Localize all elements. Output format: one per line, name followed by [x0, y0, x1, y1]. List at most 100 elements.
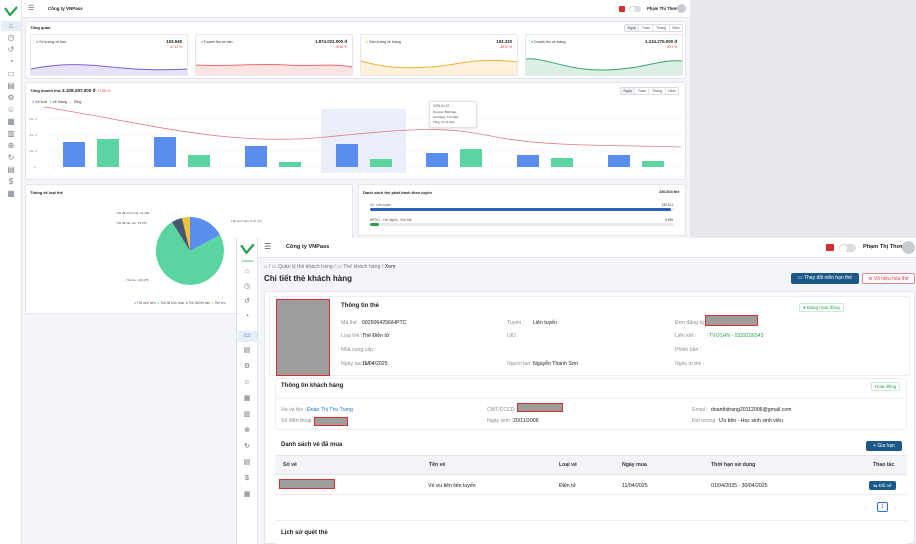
sidebar-active-item[interactable] [1, 21, 21, 31]
home-icon[interactable]: ⌂ [264, 264, 268, 270]
kpi-value: 153.945 [166, 39, 182, 44]
settings-icon[interactable]: ⚙ [243, 363, 251, 370]
kpi-label: ● Số lượng vé bán [36, 40, 66, 44]
page-number[interactable]: 1 [877, 502, 888, 512]
range-week[interactable]: Tuần [638, 25, 653, 31]
range-month[interactable]: Tháng [652, 25, 669, 31]
dashboard-sidebar: VNPASS ⌂ ◷ ↺ ◔ ▭ ▤ ⚙ ☺ ▦ ▥ ⊕ ↻ ▤ $ ▦ [0, 0, 22, 544]
range-month[interactable]: Tháng [648, 88, 665, 94]
next-page-icon[interactable]: › [894, 505, 896, 511]
history-icon[interactable]: ↺ [244, 298, 250, 305]
users-icon[interactable]: ☺ [6, 105, 16, 114]
prev-page-icon[interactable]: ‹ [865, 505, 867, 511]
history-icon[interactable]: ↺ [7, 45, 15, 54]
card-status-badge: ● Đang hoạt động [799, 303, 844, 312]
revenue-delta: -77.08 % [96, 88, 111, 93]
change-validity-button[interactable]: ▭ Thay đổi niên hạn thẻ [791, 273, 859, 284]
grid-icon[interactable]: ▦ [7, 189, 15, 198]
breadcrumb-item[interactable]: Thẻ khách hàng [343, 264, 381, 270]
kpi-label-text: Sản lượng vé tháng [369, 40, 401, 44]
range-week[interactable]: Tuần [634, 88, 649, 94]
overview-card: Tổng quan Ngày Tuần Tháng Năm ● Số lượng… [25, 21, 686, 79]
legend-item: Tổng [73, 100, 82, 104]
wallet-icon[interactable]: ▤ [243, 347, 251, 354]
field-label: Người tạo : [507, 361, 534, 367]
pie-slice [182, 217, 190, 251]
field-value: 11/04/2025 [362, 361, 388, 367]
ticket-icon[interactable]: ▦ [243, 395, 251, 402]
overview-range-tabs: Ngày Tuần Tháng Năm [624, 24, 684, 32]
menu-icon[interactable]: ☰ [264, 242, 272, 251]
report-icon[interactable]: ▤ [7, 165, 15, 174]
ticket-name: Vé ưu tiên liên tuyến [428, 483, 476, 489]
language-flag-icon[interactable] [619, 6, 625, 12]
range-year[interactable]: Năm [668, 25, 683, 31]
clock-icon[interactable]: ◷ [243, 283, 251, 290]
field-label: Nhà cung cấp : [341, 347, 376, 353]
user-name: Phạm Thị Thơm [863, 244, 906, 250]
scan-history-section [275, 520, 907, 544]
home-icon[interactable]: ⌂ [244, 268, 250, 275]
route-icon[interactable]: ⊕ [7, 141, 15, 150]
legend-item: Thẻ sinh viên [136, 301, 156, 305]
extend-button[interactable]: + Gia hạn [866, 441, 902, 451]
kpi-sparkline [361, 59, 517, 75]
revenue-range-tabs: Ngày Tuần Tháng Năm [620, 87, 680, 95]
refresh-icon[interactable]: ↻ [244, 443, 250, 450]
range-year[interactable]: Năm [664, 88, 679, 94]
store-icon[interactable]: ▥ [243, 411, 251, 418]
settings-icon[interactable]: ⚙ [7, 93, 15, 102]
wallet-icon[interactable]: ▤ [7, 81, 15, 90]
cmt-redacted [517, 403, 563, 412]
divider [275, 398, 907, 399]
disable-card-button[interactable]: ⊘ Vô hiệu hóa thẻ [862, 273, 915, 284]
menu-icon[interactable]: ☰ [28, 5, 35, 12]
card-icon[interactable]: ▭ [243, 332, 251, 339]
card-icon: ▭ [797, 275, 803, 281]
field-label: Phiên bản : [675, 347, 702, 353]
field-label: Tuyến : [507, 320, 525, 326]
card-icon[interactable]: ▭ [7, 69, 15, 78]
customer-name[interactable]: Đoàn Thị Thu Trang [307, 407, 353, 413]
store-icon[interactable]: ▥ [7, 129, 15, 138]
issued-title: Danh sách thẻ phát hành theo tuyến [363, 190, 432, 195]
pie-label: Thẻ đã kích hoạt: 12.428 [116, 211, 150, 215]
users-icon[interactable]: ☺ [243, 379, 251, 386]
grid-icon[interactable]: ▦ [243, 491, 251, 498]
kpi-sparkline [196, 63, 352, 75]
refresh-icon[interactable]: ↻ [7, 153, 15, 162]
ticket-period: 01/04/2025 - 30/04/2025 [711, 483, 768, 489]
svg-text:0: 0 [34, 165, 36, 169]
field-label: Ngày tạo thẻ : [341, 361, 374, 367]
breadcrumb-item[interactable]: Quản lý thẻ khách hàng [277, 264, 333, 270]
bar [460, 149, 482, 167]
money-icon[interactable]: $ [245, 475, 249, 482]
range-day[interactable]: Ngày [621, 88, 635, 94]
language-flag-icon[interactable] [826, 244, 834, 251]
pie-label: Thẻ lưu: 106.275 [126, 278, 149, 282]
kpi-value: 1.234.275.000 đ [645, 39, 677, 44]
ticket-icon[interactable]: ▦ [7, 117, 15, 126]
pie-icon[interactable]: ◔ [8, 57, 14, 66]
avatar[interactable] [677, 4, 686, 13]
column-header: Thao tác [873, 462, 895, 468]
theme-toggle[interactable] [839, 244, 856, 252]
customer-email: doanthitrang20112006@gmail.com [711, 407, 792, 413]
column-header: Tên vé [429, 462, 446, 468]
money-icon[interactable]: $ [8, 177, 14, 186]
bar [97, 139, 119, 167]
route-name: BRT01 - Yên Nghĩa - Kim Mã [370, 218, 412, 222]
sidebar-active-item[interactable] [238, 331, 257, 342]
report-icon[interactable]: ▤ [243, 459, 251, 466]
card-info-title: Thông tin thẻ [341, 303, 379, 309]
change-ticket-button[interactable]: ⇆ Đổi vé [869, 481, 896, 490]
pie-label: Thẻ sinh viên: 0.47 (%) [231, 219, 262, 223]
range-day[interactable]: Ngày [625, 25, 639, 31]
route-icon[interactable]: ⊕ [244, 427, 250, 434]
pie-icon[interactable]: ◔ [244, 313, 250, 320]
kpi-card: ● Số lượng vé bán 153.945 -37.13 % [30, 34, 188, 76]
home-icon[interactable]: ⌂ [8, 21, 14, 30]
avatar[interactable] [902, 241, 915, 254]
theme-toggle[interactable] [629, 6, 641, 12]
clock-icon[interactable]: ◷ [7, 33, 15, 42]
